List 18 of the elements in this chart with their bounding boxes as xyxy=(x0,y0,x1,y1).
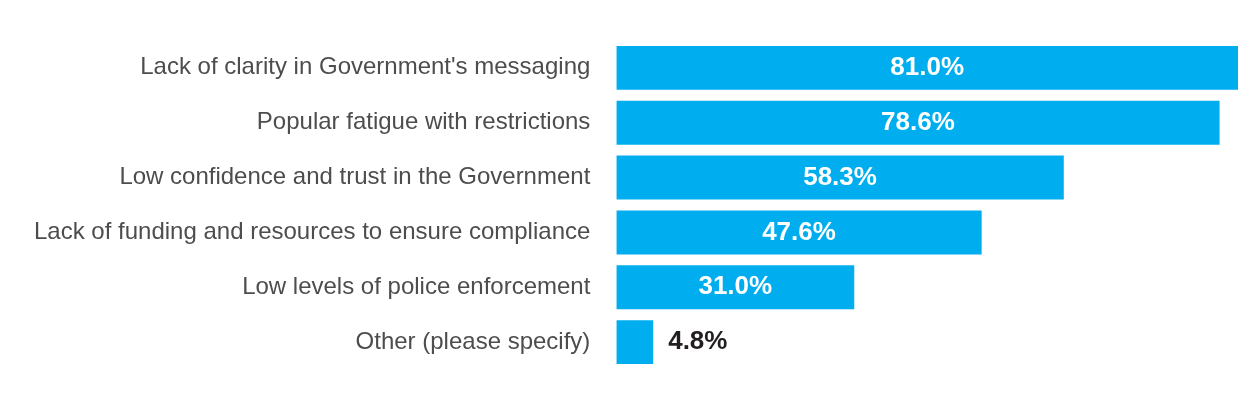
data-label: 78.6% xyxy=(881,105,955,136)
bar xyxy=(616,320,654,365)
y-tick-label: Lack of clarity in Government's messaging xyxy=(140,52,591,80)
bar xyxy=(616,45,1238,90)
bar xyxy=(616,100,1220,145)
data-label: 81.0% xyxy=(890,51,965,82)
y-tick-label: Lack of funding and resources to ensure compliance xyxy=(33,217,591,245)
data-label: 58.3% xyxy=(803,160,877,191)
data-label: 31.0% xyxy=(698,270,773,301)
y-tick-label: Other (please specify) xyxy=(355,326,591,354)
bar xyxy=(616,155,1064,200)
y-tick-label: Low levels of police enforcement xyxy=(242,271,591,299)
data-label: 47.6% xyxy=(762,215,836,246)
data-label: 4.8% xyxy=(668,325,728,356)
bar xyxy=(616,210,982,255)
bar xyxy=(616,265,855,310)
y-tick-label: Low confidence and trust in the Government xyxy=(119,162,591,190)
y-tick-label: Popular fatigue with restrictions xyxy=(256,107,591,135)
